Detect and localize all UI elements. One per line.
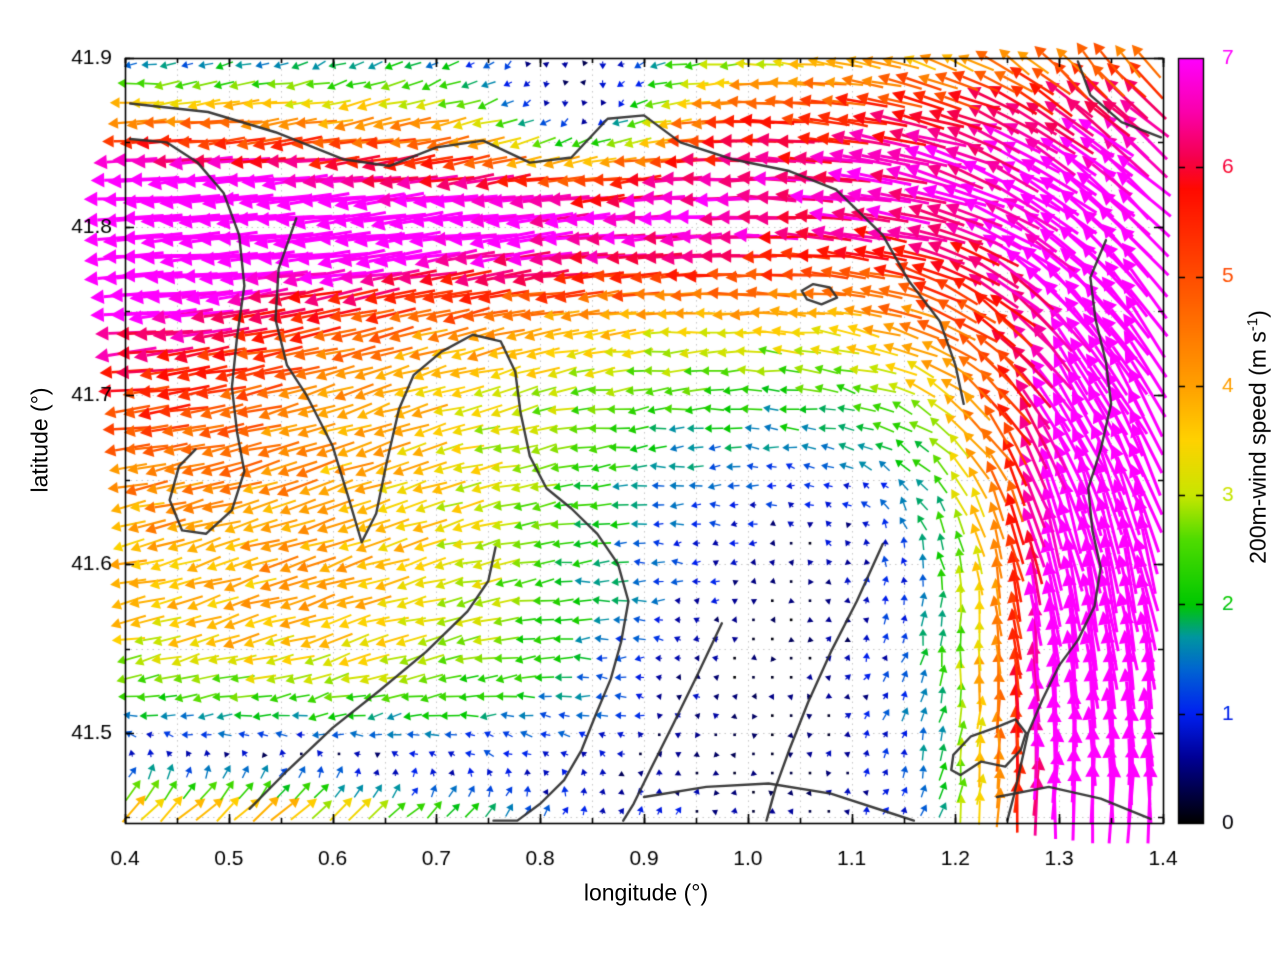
y-axis-title: latitude (°) xyxy=(26,387,53,493)
colorbar-title: 200m-wind speed (m s-1) xyxy=(1244,310,1272,564)
colorbar-title-text: 200m-wind speed (m s xyxy=(1244,331,1271,564)
x-axis-title: longitude (°) xyxy=(583,879,709,906)
colorbar-title-close: ) xyxy=(1244,310,1271,318)
colorbar-title-superscript: -1 xyxy=(1244,317,1262,332)
